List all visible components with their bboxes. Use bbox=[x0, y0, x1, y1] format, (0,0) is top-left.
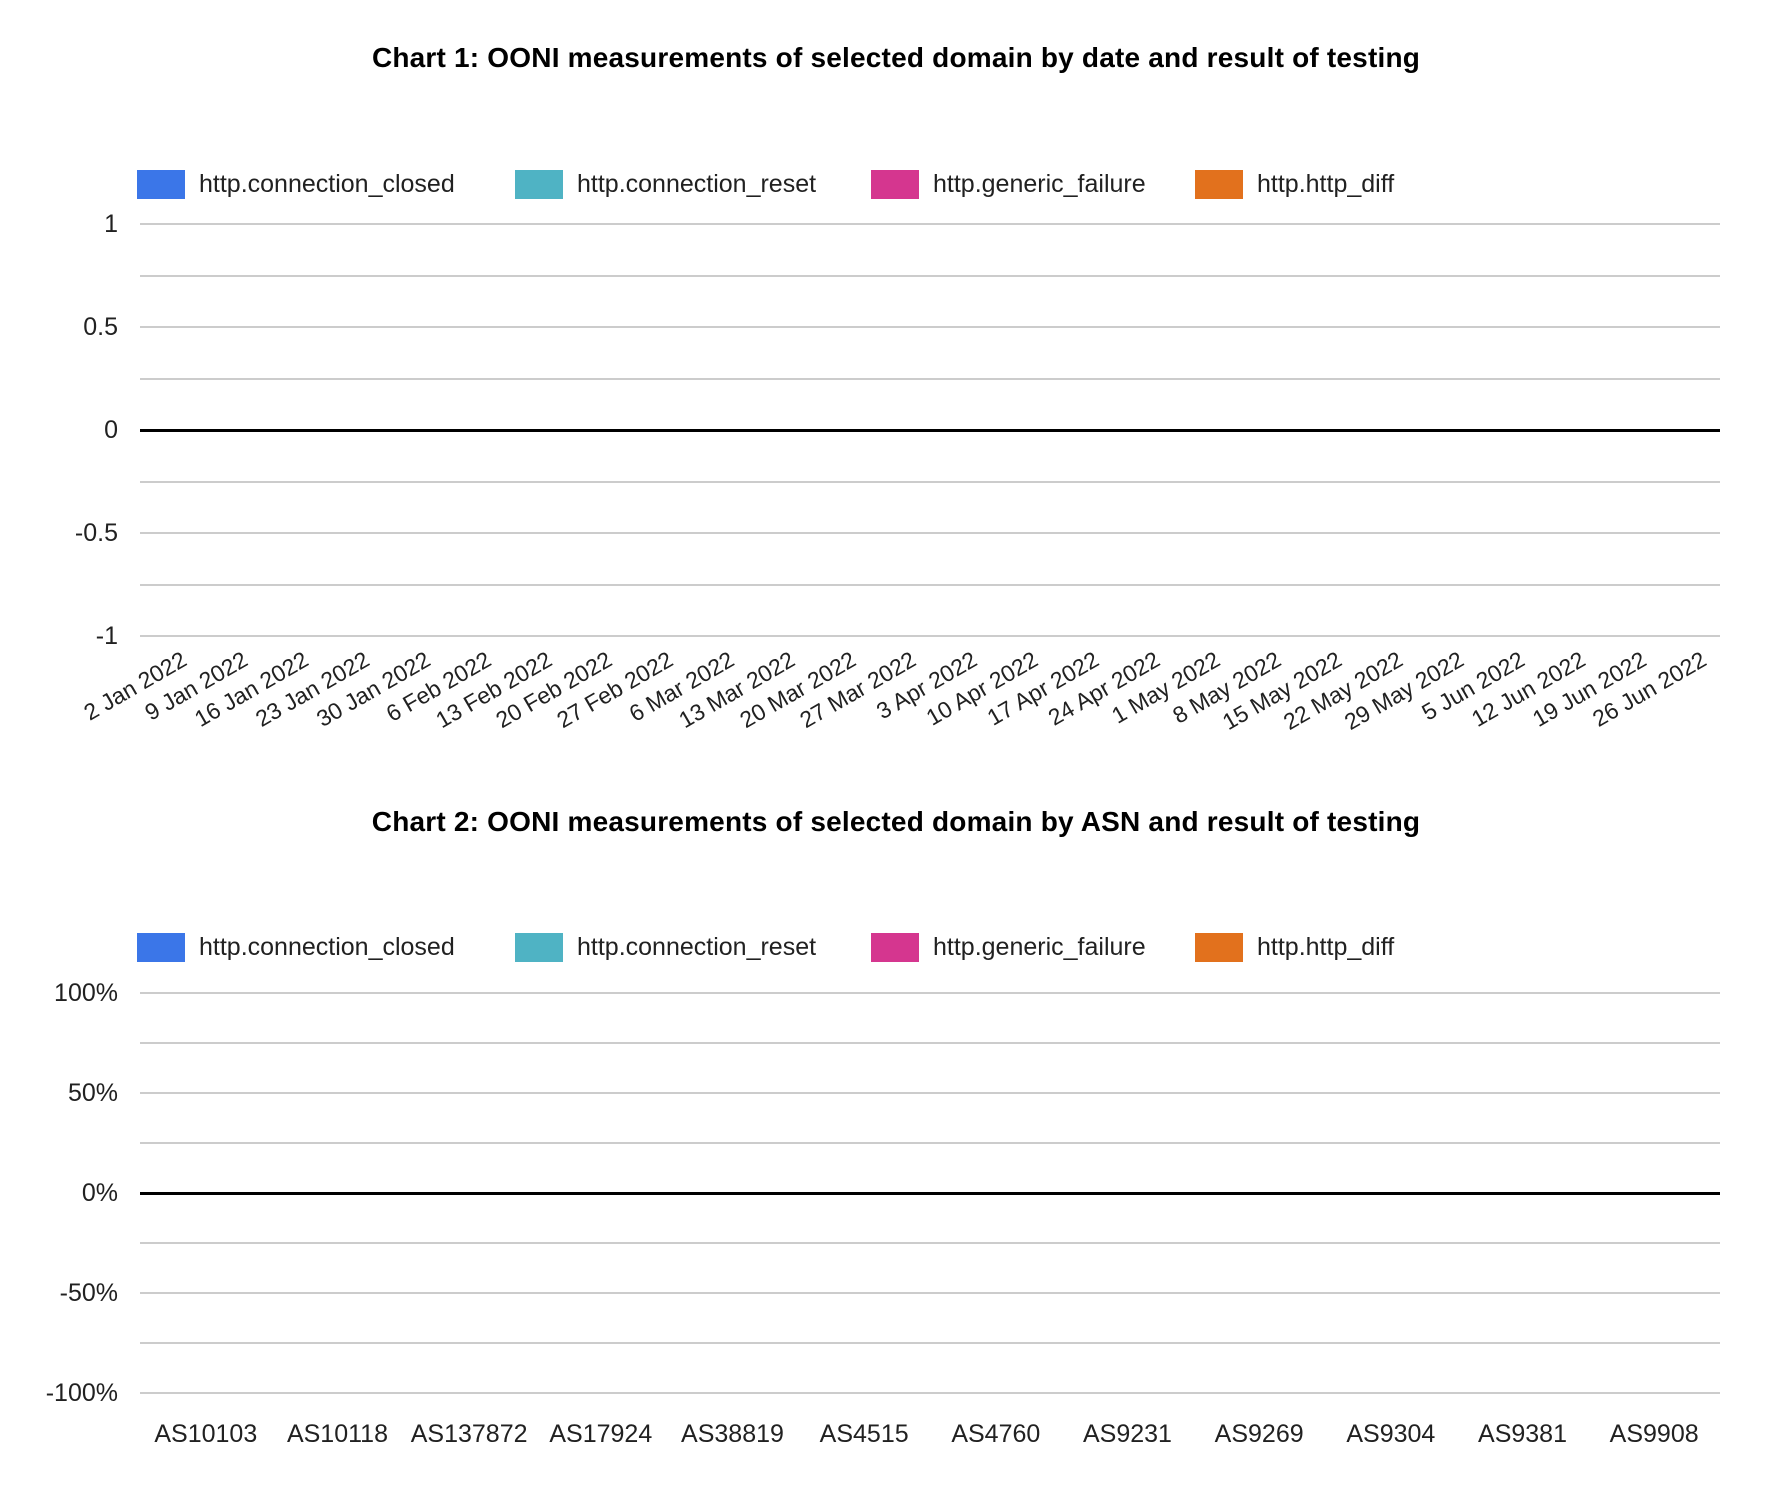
x-tick-label: 2 Jan 2022 bbox=[79, 646, 191, 726]
gridline bbox=[140, 1042, 1720, 1044]
x-tick-label: AS9381 bbox=[1478, 1420, 1567, 1448]
x-tick-label: AS9231 bbox=[1083, 1420, 1172, 1448]
legend-label: http.connection_closed bbox=[199, 170, 455, 198]
zero-axis-line bbox=[140, 1191, 1720, 1195]
legend-item-http.connection_closed[interactable]: http.connection_closed bbox=[137, 933, 455, 962]
x-tick-label: 20 Mar 2022 bbox=[734, 646, 860, 734]
gridline bbox=[140, 480, 1720, 483]
y-tick-label: 0 bbox=[104, 416, 118, 444]
x-tick-label: AS137872 bbox=[410, 1420, 528, 1448]
gridline bbox=[140, 635, 1720, 637]
x-tick-label: 12 Jun 2022 bbox=[1466, 646, 1590, 732]
x-tick-label: 20 Feb 2022 bbox=[491, 646, 617, 734]
legend-swatch-icon bbox=[871, 170, 919, 199]
x-tick-label: 19 Jun 2022 bbox=[1527, 646, 1651, 732]
legend-label: http.generic_failure bbox=[933, 170, 1146, 198]
gridline bbox=[140, 326, 1720, 328]
x-tick-label: AS17924 bbox=[549, 1420, 653, 1448]
legend-item-http.generic_failure[interactable]: http.generic_failure bbox=[871, 170, 1146, 199]
y-tick-label: -1 bbox=[95, 622, 118, 650]
legend-swatch-icon bbox=[1195, 170, 1243, 199]
x-tick-label: 26 Jun 2022 bbox=[1588, 646, 1711, 732]
y-tick-label: 0.5 bbox=[83, 313, 118, 341]
y-tick-label: 0% bbox=[81, 1179, 118, 1207]
gridline bbox=[140, 274, 1720, 277]
legend-label: http.connection_reset bbox=[577, 933, 817, 961]
chart2-title: Chart 2: OONI measurements of selected d… bbox=[371, 806, 1421, 837]
y-tick-label: -0.5 bbox=[74, 519, 118, 547]
legend-label: http.generic_failure bbox=[933, 933, 1146, 961]
x-tick-label: AS9304 bbox=[1346, 1420, 1436, 1448]
legend-item-http.http_diff[interactable]: http.http_diff bbox=[1195, 170, 1394, 199]
legend-item-http.connection_reset[interactable]: http.connection_reset bbox=[515, 933, 816, 962]
legend-label: http.connection_reset bbox=[577, 170, 817, 198]
gridline bbox=[140, 1292, 1720, 1294]
x-tick-label: 3 Apr 2022 bbox=[872, 646, 982, 725]
y-tick-label: -50% bbox=[59, 1279, 118, 1307]
x-tick-label: 22 May 2022 bbox=[1278, 646, 1407, 736]
x-tick-label: AS10118 bbox=[286, 1420, 388, 1448]
x-tick-label: AS4515 bbox=[819, 1420, 909, 1448]
x-tick-label: 5 Jun 2022 bbox=[1417, 646, 1529, 726]
zero-axis-line bbox=[140, 428, 1720, 432]
x-tick-label: 17 Apr 2022 bbox=[982, 646, 1103, 731]
x-tick-label: 29 May 2022 bbox=[1339, 646, 1468, 736]
x-tick-label: 24 Apr 2022 bbox=[1043, 646, 1164, 731]
x-tick-label: 10 Apr 2022 bbox=[921, 646, 1043, 731]
x-tick-label: 15 May 2022 bbox=[1218, 646, 1347, 736]
y-tick-label: 1 bbox=[104, 210, 118, 238]
x-tick-label: 1 May 2022 bbox=[1107, 646, 1225, 729]
x-tick-label: 13 Mar 2022 bbox=[674, 646, 799, 734]
x-tick-label: AS10103 bbox=[154, 1420, 258, 1448]
x-tick-label: 27 Feb 2022 bbox=[552, 646, 678, 734]
legend-item-http.generic_failure[interactable]: http.generic_failure bbox=[871, 933, 1146, 962]
y-tick-label: 100% bbox=[54, 979, 118, 1007]
legend-swatch-icon bbox=[871, 933, 919, 962]
gridline bbox=[140, 377, 1720, 380]
legend-item-http.connection_reset[interactable]: http.connection_reset bbox=[515, 170, 816, 199]
x-tick-label: 27 Mar 2022 bbox=[795, 646, 921, 734]
legend-label: http.connection_closed bbox=[199, 933, 455, 961]
x-tick-label: AS4760 bbox=[951, 1420, 1041, 1448]
x-tick-label: AS9269 bbox=[1214, 1420, 1304, 1448]
gridline bbox=[140, 1342, 1720, 1344]
gridline bbox=[140, 583, 1720, 586]
legend-swatch-icon bbox=[137, 933, 185, 962]
y-tick-label: 50% bbox=[67, 1079, 118, 1107]
legend-item-http.connection_closed[interactable]: http.connection_closed bbox=[137, 170, 455, 199]
x-tick-label: 16 Jan 2022 bbox=[189, 646, 313, 732]
legend-item-http.http_diff[interactable]: http.http_diff bbox=[1195, 933, 1394, 962]
y-tick-label: -100% bbox=[45, 1379, 118, 1407]
gridline bbox=[140, 223, 1720, 225]
gridline bbox=[140, 532, 1720, 534]
x-tick-label: 8 May 2022 bbox=[1168, 646, 1286, 729]
legend-swatch-icon bbox=[515, 170, 563, 199]
legend-label: http.http_diff bbox=[1257, 170, 1395, 198]
legend-label: http.http_diff bbox=[1257, 933, 1395, 961]
x-tick-label: 13 Feb 2022 bbox=[430, 646, 556, 734]
gridline bbox=[140, 1092, 1720, 1094]
gridline bbox=[140, 992, 1720, 994]
legend-swatch-icon bbox=[1195, 933, 1243, 962]
x-tick-label: 30 Jan 2022 bbox=[311, 646, 435, 732]
x-tick-label: 9 Jan 2022 bbox=[140, 646, 252, 726]
x-tick-label: 6 Feb 2022 bbox=[381, 646, 495, 727]
chart1-title: Chart 1: OONI measurements of selected d… bbox=[371, 42, 1421, 73]
gridline bbox=[140, 1242, 1720, 1244]
x-tick-label: 6 Mar 2022 bbox=[624, 646, 739, 727]
gridline bbox=[140, 1142, 1720, 1144]
x-tick-label: 23 Jan 2022 bbox=[250, 646, 374, 732]
x-tick-label: AS38819 bbox=[681, 1420, 784, 1448]
x-tick-label: AS9908 bbox=[1609, 1420, 1699, 1448]
legend-swatch-icon bbox=[137, 170, 185, 199]
gridline bbox=[140, 1392, 1720, 1394]
legend-swatch-icon bbox=[515, 933, 563, 962]
